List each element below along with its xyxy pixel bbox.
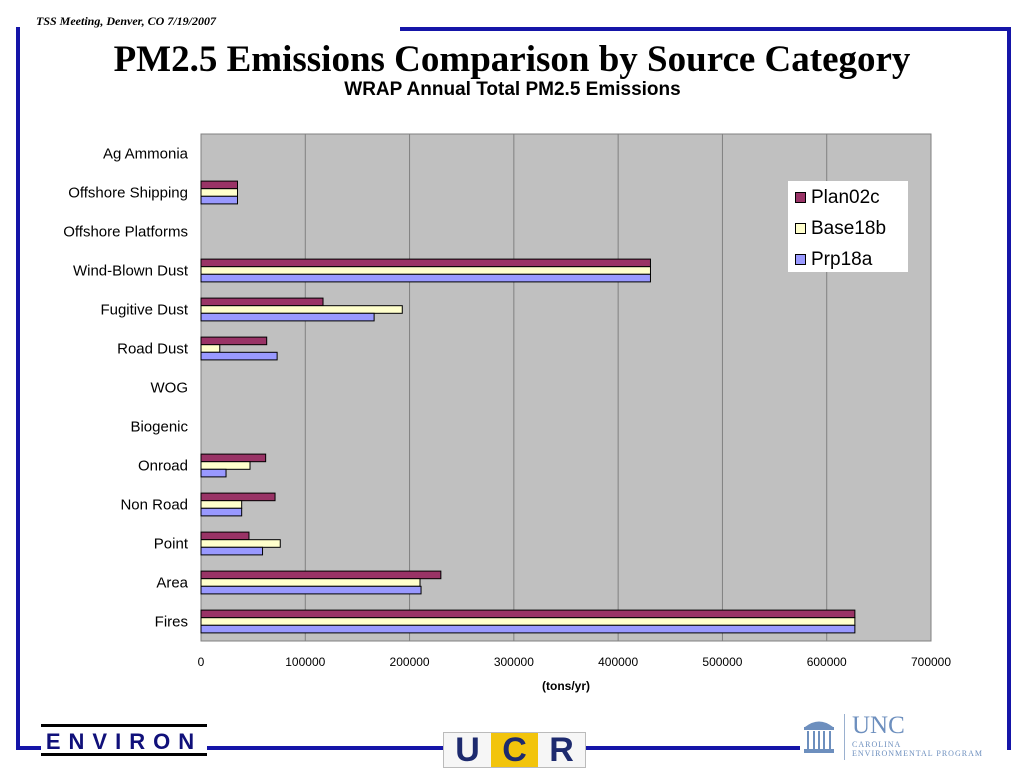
unc-logo-name: UNC xyxy=(852,712,905,739)
unc-logo-divider xyxy=(844,714,845,760)
category-label-wind-blown-dust: Wind-Blown Dust xyxy=(73,263,189,280)
bar-base18b-road-dust xyxy=(200,344,221,353)
slide-title: PM2.5 Emissions Comparison by Source Cat… xyxy=(113,39,911,80)
frame-bottom-line-left xyxy=(16,746,41,750)
old-well-icon xyxy=(804,721,834,753)
frame-bottom-line-mid xyxy=(207,746,443,750)
x-axis-label: (tons/yr) xyxy=(542,679,590,693)
environ-logo: ENVIRON xyxy=(41,724,207,756)
legend-swatch-prp18a xyxy=(795,254,806,265)
bar-plan02c-non-road xyxy=(200,492,276,502)
bar-plan02c-onroad xyxy=(200,453,267,463)
bars xyxy=(200,180,856,634)
ucr-logo: U C R xyxy=(443,730,586,769)
environ-logo-rule-bottom xyxy=(41,753,207,756)
bar-prp18a-fires xyxy=(200,624,856,634)
category-label-point: Point xyxy=(154,536,189,553)
legend-swatch-plan02c xyxy=(795,192,806,203)
legend-swatch-base18b xyxy=(795,223,806,234)
environ-logo-text: ENVIRON xyxy=(45,729,203,754)
unc-logo: UNC CAROLINA ENVIRONMENTAL PROGRAM xyxy=(800,712,1006,764)
bar-base18b-wind-blown-dust xyxy=(200,266,651,275)
bar-base18b-non-road xyxy=(200,500,243,509)
bar-base18b-area xyxy=(200,578,421,587)
category-label-biogenic: Biogenic xyxy=(130,419,188,436)
bar-prp18a-offshore-shipping xyxy=(200,195,238,205)
legend: Plan02c Base18b Prp18a xyxy=(788,181,908,272)
environ-logo-rule-top xyxy=(41,724,207,727)
bar-base18b-onroad xyxy=(200,461,251,470)
bar-plan02c-point xyxy=(200,531,250,541)
bar-prp18a-onroad xyxy=(200,468,227,478)
bar-prp18a-non-road xyxy=(200,507,243,517)
category-label-fires: Fires xyxy=(155,614,188,631)
bar-plan02c-wind-blown-dust xyxy=(200,258,651,268)
x-tick-label-300000: 300000 xyxy=(494,655,534,669)
meeting-caption: TSS Meeting, Denver, CO 7/19/2007 xyxy=(36,14,217,28)
bar-plan02c-area xyxy=(200,570,442,580)
bar-prp18a-area xyxy=(200,585,422,595)
bar-plan02c-road-dust xyxy=(200,336,268,346)
unc-logo-program: CAROLINA ENVIRONMENTAL PROGRAM xyxy=(852,740,983,758)
x-tick-label-700000: 700000 xyxy=(911,655,951,669)
category-label-area: Area xyxy=(156,575,188,592)
bar-prp18a-wind-blown-dust xyxy=(200,273,651,283)
chart-title: WRAP Annual Total PM2.5 Emissions xyxy=(344,79,681,100)
bar-plan02c-offshore-shipping xyxy=(200,180,238,190)
ucr-logo-c: C xyxy=(491,731,538,769)
plot-area xyxy=(200,133,932,642)
bar-prp18a-road-dust xyxy=(200,351,278,361)
bar-plan02c-fires xyxy=(200,609,856,619)
x-tick-label-0: 0 xyxy=(198,655,205,669)
frame-bottom-line-right xyxy=(586,746,800,750)
bar-prp18a-point xyxy=(200,546,264,556)
category-label-fugitive-dust: Fugitive Dust xyxy=(100,302,188,319)
category-label-offshore-shipping: Offshore Shipping xyxy=(68,185,188,202)
legend-label-prp18a: Prp18a xyxy=(811,248,873,270)
x-tick-labels: 0 100000 200000 300000 400000 500000 600000 700… xyxy=(198,655,952,669)
bar-base18b-point xyxy=(200,539,281,548)
legend-item-plan02c: Plan02c xyxy=(789,182,907,213)
x-tick-label-400000: 400000 xyxy=(598,655,638,669)
legend-label-plan02c: Plan02c xyxy=(811,186,880,208)
category-label-wog: WOG xyxy=(151,380,189,397)
category-labels: Ag Ammonia Offshore Shipping Offshore Plat… xyxy=(63,146,189,631)
category-label-offshore-platforms: Offshore Platforms xyxy=(63,224,188,241)
category-label-non-road: Non Road xyxy=(120,497,188,514)
legend-item-prp18a: Prp18a xyxy=(789,244,907,275)
bar-plan02c-fugitive-dust xyxy=(200,297,324,307)
x-tick-label-600000: 600000 xyxy=(807,655,847,669)
x-tick-label-200000: 200000 xyxy=(390,655,430,669)
frame-right-line xyxy=(1007,27,1011,750)
category-label-ag-ammonia: Ag Ammonia xyxy=(103,146,189,163)
category-label-road-dust: Road Dust xyxy=(117,341,189,358)
ucr-logo-u: U xyxy=(455,730,480,769)
legend-item-base18b: Base18b xyxy=(789,213,907,244)
frame-left-line xyxy=(16,27,20,750)
legend-label-base18b: Base18b xyxy=(811,217,887,239)
x-tick-label-500000: 500000 xyxy=(702,655,742,669)
ucr-logo-r: R xyxy=(549,730,574,769)
bar-prp18a-fugitive-dust xyxy=(200,312,375,322)
bar-base18b-fugitive-dust xyxy=(200,305,403,314)
bar-base18b-fires xyxy=(200,617,856,626)
x-tick-label-100000: 100000 xyxy=(285,655,325,669)
gridlines xyxy=(304,134,828,641)
bar-base18b-offshore-shipping xyxy=(200,188,238,197)
frame-top-line xyxy=(400,27,1011,31)
category-label-onroad: Onroad xyxy=(138,458,188,475)
